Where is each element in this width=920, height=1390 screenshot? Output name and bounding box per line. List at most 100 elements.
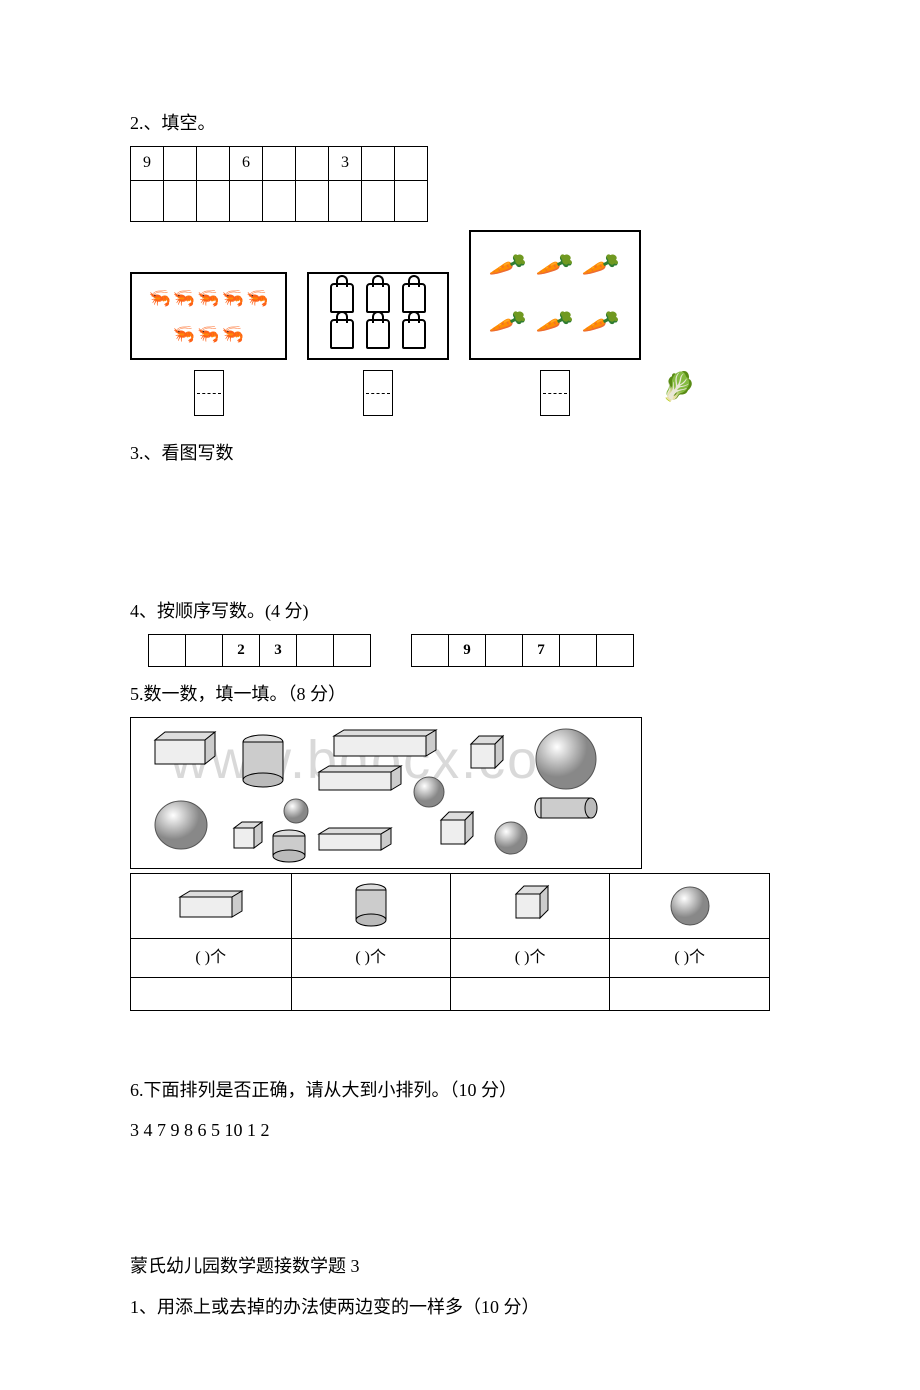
cell	[297, 635, 334, 667]
cuboid-icon	[145, 730, 225, 770]
cell: 7	[523, 635, 560, 667]
q6-numbers: 3 4 7 9 8 6 5 10 1 2	[130, 1113, 790, 1147]
q2-title: 2.、填空。	[130, 106, 790, 140]
lock-block	[307, 272, 449, 416]
cell	[164, 147, 197, 180]
cube-icon	[226, 818, 268, 860]
carrot-box: 🥕 🥕 🥕 🥕 🥕 🥕	[469, 230, 641, 360]
carrot-block: 🥕 🥕 🥕 🥕 🥕 🥕	[469, 230, 641, 416]
cell	[197, 147, 230, 180]
cell	[412, 635, 449, 667]
cell	[296, 180, 329, 221]
cuboid-icon	[326, 728, 446, 764]
cell	[149, 635, 186, 667]
cell	[296, 147, 329, 180]
answer-box	[363, 370, 393, 416]
q2-row1: 9 6 3	[131, 147, 428, 180]
cell	[560, 635, 597, 667]
vegetable-icon: 🥬	[661, 361, 696, 414]
q3-count-row: 🦐 🦐 🦐 🦐 🦐 🦐 🦐 🦐	[130, 230, 790, 477]
cuboid-icon	[172, 889, 250, 923]
q5-title: 5.数一数，填一填。（8 分）	[130, 677, 790, 711]
cell: 6	[230, 147, 263, 180]
cuboid-icon	[311, 826, 401, 858]
carrot-icon: 🥕	[531, 236, 578, 296]
cell: 3	[260, 635, 297, 667]
shrimp-block: 🦐 🦐 🦐 🦐 🦐 🦐 🦐 🦐	[130, 272, 287, 416]
cell: 9	[131, 147, 164, 180]
sphere-icon	[531, 724, 601, 794]
shrimp-icon: 🦐	[246, 281, 268, 315]
sphere-icon	[667, 883, 713, 929]
cylinder-icon	[351, 882, 391, 930]
q4-sequences: 2 3 9 7	[148, 634, 790, 667]
answer-cell: ( )个	[131, 939, 292, 978]
cuboid-icon	[311, 764, 411, 798]
carrot-icon: 🥕	[531, 293, 578, 353]
header-cube	[450, 874, 610, 939]
cylinder-icon	[531, 796, 601, 820]
cell	[362, 180, 395, 221]
sphere-icon	[491, 818, 531, 858]
shrimp-icon: 🦐	[173, 281, 195, 315]
cylinder-icon	[266, 828, 312, 864]
q6-title: 6.下面排列是否正确，请从大到小排列。（10 分）	[130, 1073, 790, 1107]
lock-icon	[330, 319, 354, 349]
cube-icon	[506, 882, 554, 930]
sphere-icon	[281, 796, 311, 826]
cell	[186, 635, 223, 667]
cell	[395, 180, 428, 221]
shapes-scene	[130, 717, 642, 869]
cylinder-icon	[236, 732, 290, 790]
cell	[486, 635, 523, 667]
shrimp-box: 🦐 🦐 🦐 🦐 🦐 🦐 🦐 🦐	[130, 272, 287, 360]
cell	[329, 180, 362, 221]
section3-heading: 蒙氏幼儿园数学题接数学题 3	[130, 1249, 790, 1283]
cell: 3	[329, 147, 362, 180]
answer-cell: ( )个	[450, 939, 610, 978]
header-cuboid	[131, 874, 292, 939]
cube-icon	[461, 732, 509, 780]
lock-icon	[366, 319, 390, 349]
cell	[263, 147, 296, 180]
answer-box	[540, 370, 570, 416]
header-cylinder	[291, 874, 450, 939]
seq2-table: 9 7	[411, 634, 634, 667]
sphere-icon	[151, 798, 211, 852]
cell	[597, 635, 634, 667]
carrot-icon: 🥕	[484, 293, 531, 353]
sphere-icon	[411, 774, 447, 810]
shrimp-icon: 🦐	[197, 281, 219, 315]
q4-title: 4、按顺序写数。(4 分)	[130, 594, 790, 628]
section3-q1: 1、用添上或去掉的办法使两边变的一样多（10 分）	[130, 1290, 790, 1324]
lock-box	[307, 272, 449, 360]
carrot-icon: 🥕	[484, 236, 531, 296]
lock-icon	[402, 319, 426, 349]
blank-cell	[291, 978, 450, 1011]
cell: 2	[223, 635, 260, 667]
cell	[164, 180, 197, 221]
cell	[362, 147, 395, 180]
q5-answer-table: ( )个 ( )个 ( )个 ( )个	[130, 873, 770, 1011]
lock-icon	[366, 283, 390, 313]
carrot-icon: 🥕	[578, 236, 625, 296]
shrimp-icon: 🦐	[222, 281, 244, 315]
carrot-icon: 🥕	[578, 293, 625, 353]
lock-icon	[330, 283, 354, 313]
cell	[131, 180, 164, 221]
shrimp-icon: 🦐	[197, 317, 219, 351]
shrimp-icon: 🦐	[222, 317, 244, 351]
q2-row2	[131, 180, 428, 221]
blank-cell	[131, 978, 292, 1011]
cell	[395, 147, 428, 180]
shrimp-icon: 🦐	[148, 281, 170, 315]
cube-icon	[431, 808, 479, 856]
q3-label: 3.、看图写数	[130, 436, 234, 470]
seq1-table: 2 3	[148, 634, 371, 667]
cell	[334, 635, 371, 667]
shrimp-icon: 🦐	[173, 317, 195, 351]
q2-fill-table: 9 6 3	[130, 146, 428, 221]
answer-cell: ( )个	[610, 939, 770, 978]
blank-cell	[610, 978, 770, 1011]
answer-box	[194, 370, 224, 416]
